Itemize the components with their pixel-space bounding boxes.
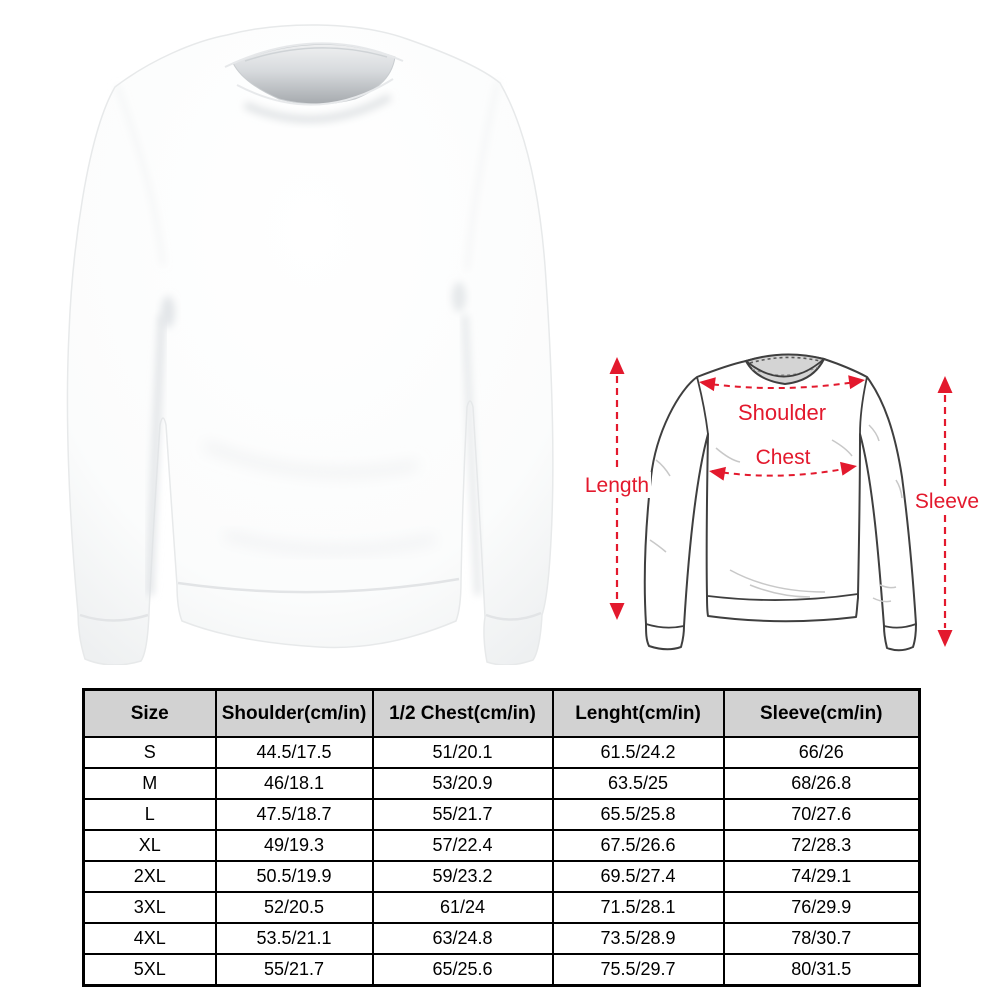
cell-shoulder: 50.5/19.9	[214, 860, 374, 893]
cell-half-chest: 61/24	[371, 891, 554, 924]
cell-length: 61.5/24.2	[551, 736, 725, 769]
cell-sleeve: 74/29.1	[722, 860, 921, 893]
cell-half-chest: 59/23.2	[371, 860, 554, 893]
cell-half-chest: 51/20.1	[371, 736, 554, 769]
cell-shoulder: 47.5/18.7	[214, 798, 374, 831]
cell-shoulder: 52/20.5	[214, 891, 374, 924]
cell-sleeve: 70/27.6	[722, 798, 921, 831]
cell-sleeve: 80/31.5	[722, 953, 921, 987]
cell-half-chest: 57/22.4	[371, 829, 554, 862]
col-header-sleeve: Sleeve(cm/in)	[722, 688, 921, 738]
cell-length: 73.5/28.9	[551, 922, 725, 955]
cell-sleeve: 78/30.7	[722, 922, 921, 955]
table-row: M 46/18.1 53/20.9 63.5/25 68/26.8	[82, 767, 921, 800]
cell-sleeve: 76/29.9	[722, 891, 921, 924]
size-chart: Size Shoulder(cm/in) 1/2 Chest(cm/in) Le…	[82, 688, 921, 987]
diagram-label-length: Length	[585, 474, 649, 497]
col-header-half-chest: 1/2 Chest(cm/in)	[371, 688, 554, 738]
col-header-shoulder: Shoulder(cm/in)	[214, 688, 374, 738]
cell-sleeve: 66/26	[722, 736, 921, 769]
cell-size: M	[82, 767, 217, 800]
cell-size: 4XL	[82, 922, 217, 955]
photo-shading	[115, 80, 500, 596]
cell-half-chest: 65/25.6	[371, 953, 554, 987]
cell-size: XL	[82, 829, 217, 862]
cell-size: 5XL	[82, 953, 217, 987]
sleeve-label-backdrop	[913, 488, 981, 514]
table-row: S 44.5/17.5 51/20.1 61.5/24.2 66/26	[82, 736, 921, 769]
cell-length: 67.5/26.6	[551, 829, 725, 862]
cell-shoulder: 53.5/21.1	[214, 922, 374, 955]
cell-half-chest: 63/24.8	[371, 922, 554, 955]
cell-length: 75.5/29.7	[551, 953, 725, 987]
photo-collar	[224, 42, 404, 106]
cell-half-chest: 53/20.9	[371, 767, 554, 800]
table-row: L 47.5/18.7 55/21.7 65.5/25.8 70/27.6	[82, 798, 921, 831]
col-header-size: Size	[82, 688, 217, 738]
size-chart-table: Size Shoulder(cm/in) 1/2 Chest(cm/in) Le…	[82, 688, 921, 987]
diagram-label-chest: Chest	[756, 446, 811, 469]
table-row: 4XL 53.5/21.1 63/24.8 73.5/28.9 78/30.7	[82, 922, 921, 955]
chest-arrow	[709, 461, 857, 481]
length-label-backdrop	[583, 472, 651, 498]
cell-size: L	[82, 798, 217, 831]
cell-size: 3XL	[82, 891, 217, 924]
cell-sleeve: 72/28.3	[722, 829, 921, 862]
cell-half-chest: 55/21.7	[371, 798, 554, 831]
cell-length: 65.5/25.8	[551, 798, 725, 831]
measurement-labels: Length Shoulder Chest Sleeve	[583, 400, 981, 514]
cell-shoulder: 44.5/17.5	[214, 736, 374, 769]
diagram-garment-details	[645, 353, 917, 629]
cell-shoulder: 46/18.1	[214, 767, 374, 800]
table-row: 5XL 55/21.7 65/25.6 75.5/29.7 80/31.5	[82, 953, 921, 987]
table-row: XL 49/19.3 57/22.4 67.5/26.6 72/28.3	[82, 829, 921, 862]
table-row: 3XL 52/20.5 61/24 71.5/28.1 76/29.9	[82, 891, 921, 924]
cell-length: 69.5/27.4	[551, 860, 725, 893]
size-measurement-diagram: Length Shoulder Chest Sleeve	[583, 353, 981, 652]
product-photo-sweatshirt	[66, 24, 554, 665]
diagram-label-shoulder: Shoulder	[738, 400, 826, 425]
cell-shoulder: 55/21.7	[214, 953, 374, 987]
cell-length: 63.5/25	[551, 767, 725, 800]
shoulder-arrow	[699, 375, 865, 392]
size-chart-header-row: Size Shoulder(cm/in) 1/2 Chest(cm/in) Le…	[82, 688, 921, 738]
col-header-length: Lenght(cm/in)	[551, 688, 725, 738]
sleeve-arrow	[937, 376, 953, 647]
photo-seams	[79, 577, 542, 622]
table-row: 2XL 50.5/19.9 59/23.2 69.5/27.4 74/29.1	[82, 860, 921, 893]
cell-size: 2XL	[82, 860, 217, 893]
diagram-label-sleeve: Sleeve	[915, 490, 979, 513]
diagram-garment-outline	[643, 353, 917, 652]
cell-sleeve: 68/26.8	[722, 767, 921, 800]
photo-garment-silhouette	[66, 24, 554, 665]
cell-size: S	[82, 736, 217, 769]
cell-shoulder: 49/19.3	[214, 829, 374, 862]
cell-length: 71.5/28.1	[551, 891, 725, 924]
